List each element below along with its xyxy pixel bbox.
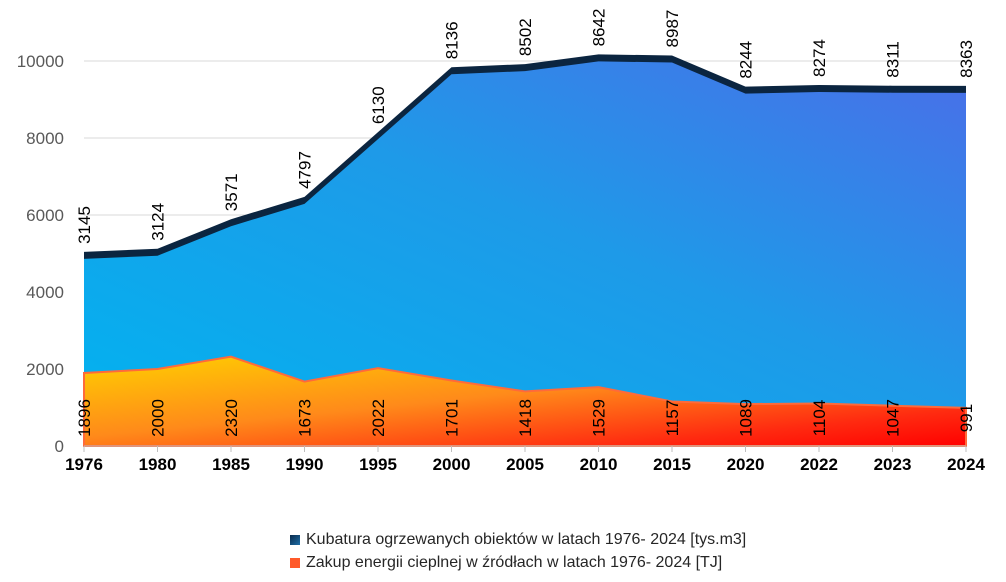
y-tick-label: 4000 bbox=[26, 283, 64, 302]
legend-item-zakup: Zakup energii cieplnej w źródłach w lata… bbox=[290, 551, 746, 574]
y-tick-label: 2000 bbox=[26, 360, 64, 379]
data-label-kubatura: 8987 bbox=[663, 10, 682, 48]
data-label-kubatura: 8136 bbox=[443, 21, 462, 59]
x-tick-label: 1976 bbox=[65, 455, 103, 474]
data-label-kubatura: 8502 bbox=[516, 18, 535, 56]
y-tick-label: 10000 bbox=[17, 52, 64, 71]
x-tick-label: 1985 bbox=[212, 455, 250, 474]
data-label-zakup: 991 bbox=[957, 404, 976, 432]
x-tick-label: 2020 bbox=[727, 455, 765, 474]
data-label-kubatura: 8363 bbox=[957, 40, 976, 78]
legend-swatch bbox=[290, 557, 300, 568]
data-label-kubatura: 3124 bbox=[149, 203, 168, 241]
data-label-zakup: 1701 bbox=[443, 399, 462, 437]
x-tick-label: 1980 bbox=[139, 455, 177, 474]
series-zakup-area bbox=[83, 355, 967, 447]
data-label-zakup: 1089 bbox=[737, 399, 756, 437]
legend-label: Kubatura ogrzewanych obiektów w latach 1… bbox=[306, 530, 747, 548]
data-label-kubatura: 8311 bbox=[884, 41, 903, 78]
data-label-zakup: 1104 bbox=[810, 400, 829, 437]
data-label-zakup: 1896 bbox=[75, 399, 94, 437]
x-tick-label: 2010 bbox=[580, 455, 618, 474]
data-label-zakup: 1418 bbox=[516, 399, 535, 437]
data-label-zakup: 1157 bbox=[663, 400, 682, 437]
data-label-kubatura: 6130 bbox=[369, 86, 388, 124]
data-label-kubatura: 4797 bbox=[296, 151, 315, 189]
series-kubatura-area bbox=[84, 61, 966, 446]
y-tick-label: 8000 bbox=[26, 129, 64, 148]
legend: Kubatura ogrzewanych obiektów w latach 1… bbox=[290, 528, 746, 574]
data-label-zakup: 1047 bbox=[884, 399, 903, 437]
x-tick-label: 2024 bbox=[947, 455, 985, 474]
data-label-kubatura: 8244 bbox=[737, 41, 756, 79]
data-label-zakup: 2022 bbox=[369, 399, 388, 437]
data-label-kubatura: 3571 bbox=[222, 173, 241, 211]
legend-swatch bbox=[290, 534, 300, 545]
legend-label: Zakup energii cieplnej w źródłach w lata… bbox=[306, 553, 723, 571]
data-label-kubatura: 8642 bbox=[590, 9, 609, 47]
data-label-zakup: 2320 bbox=[222, 399, 241, 437]
y-tick-label: 0 bbox=[55, 437, 64, 456]
data-label-zakup: 2000 bbox=[149, 399, 168, 437]
x-tick-label: 2022 bbox=[800, 455, 838, 474]
data-label-kubatura: 8274 bbox=[810, 39, 829, 77]
x-tick-label: 2005 bbox=[506, 455, 544, 474]
data-label-kubatura: 3145 bbox=[75, 206, 94, 244]
x-tick-label: 2023 bbox=[874, 455, 912, 474]
y-tick-label: 6000 bbox=[26, 206, 64, 225]
x-tick-label: 2000 bbox=[433, 455, 471, 474]
legend-item-kubatura: Kubatura ogrzewanych obiektów w latach 1… bbox=[290, 528, 746, 551]
data-label-zakup: 1673 bbox=[296, 399, 315, 437]
x-tick-label: 2015 bbox=[653, 455, 691, 474]
data-label-zakup: 1529 bbox=[590, 399, 609, 437]
x-tick-label: 1990 bbox=[286, 455, 324, 474]
x-tick-label: 1995 bbox=[359, 455, 397, 474]
